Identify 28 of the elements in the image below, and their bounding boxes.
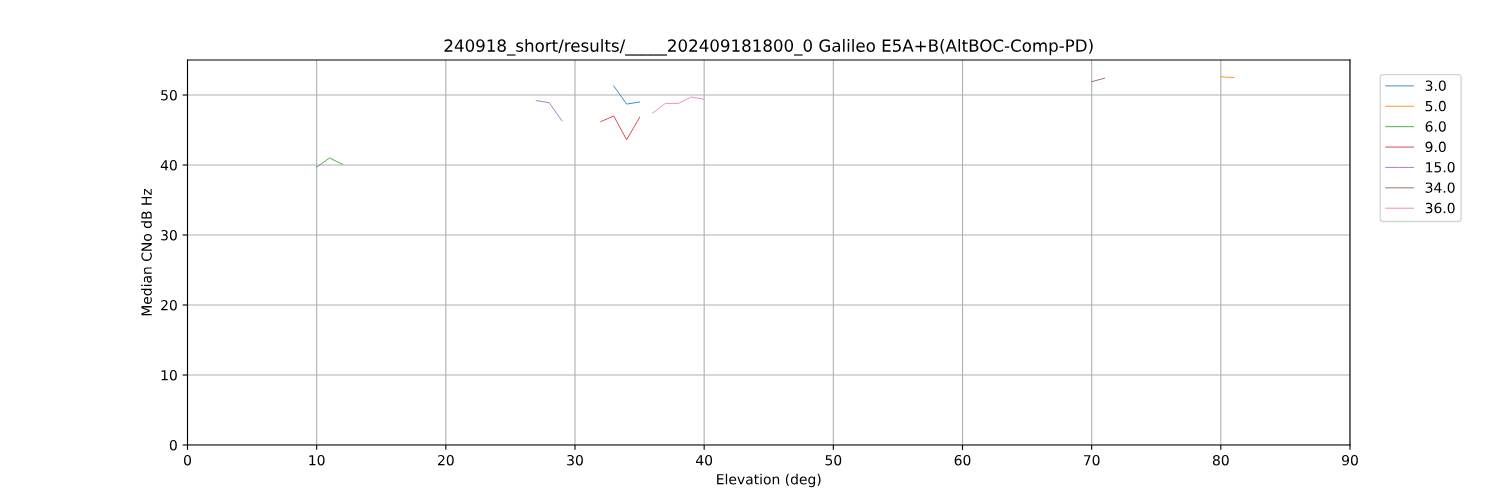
- y-tick-label: 30: [161, 229, 177, 241]
- x-tick-label: 80: [1212, 454, 1229, 466]
- legend-label: 9.0: [1425, 141, 1446, 153]
- line-series: [652, 96, 705, 114]
- x-tick-label: 20: [438, 454, 454, 466]
- x-tick-label: 70: [1083, 454, 1100, 466]
- chart-title: 240918_short/results/_____202409181800_0 Galileo E5A+B(AltBOC-Comp-PD): [444, 39, 1093, 56]
- x-tick-label: 60: [954, 454, 971, 466]
- legend-label: 5.0: [1425, 100, 1446, 112]
- x-axis-title: Elevation (deg): [717, 473, 821, 488]
- x-tick-label: 30: [567, 454, 583, 466]
- legend-label: 36.0: [1425, 202, 1455, 214]
- x-tick-label: 90: [1342, 454, 1358, 466]
- y-tick-label: 50: [161, 89, 177, 101]
- legend-label: 34.0: [1425, 182, 1455, 193]
- y-tick-label: 10: [161, 369, 177, 381]
- y-tick-label: 20: [161, 299, 177, 311]
- y-axis-title: Median CNo dB Hz: [141, 188, 152, 316]
- y-tick-label: 40: [160, 159, 177, 171]
- legend-label: 6.0: [1425, 121, 1446, 132]
- x-tick-label: 10: [309, 454, 325, 466]
- x-tick-label: 50: [825, 454, 842, 466]
- legend-label: 3.0: [1425, 80, 1446, 91]
- x-tick-label: 0: [184, 454, 191, 466]
- y-tick-label: 0: [169, 439, 177, 451]
- x-tick-label: 40: [696, 454, 713, 466]
- legend-label: 15.0: [1426, 161, 1455, 173]
- line-series: [600, 115, 640, 141]
